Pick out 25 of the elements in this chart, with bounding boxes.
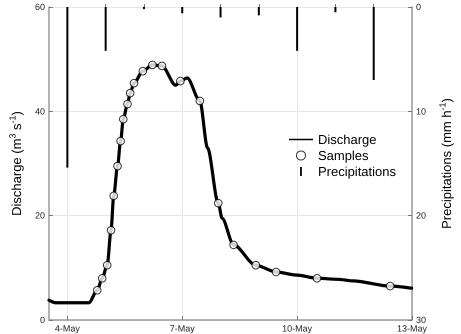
bar — [181, 7, 184, 14]
y2-tick-label: 10 — [416, 106, 426, 116]
legend-label: Discharge — [318, 132, 376, 147]
x-tick-label: 10-May — [282, 324, 313, 334]
bar — [296, 7, 298, 51]
bar — [258, 7, 260, 16]
bar — [220, 7, 222, 18]
y2-tick-label: 30 — [416, 315, 426, 325]
y2-tick-label: 20 — [416, 210, 426, 221]
bar — [104, 7, 107, 51]
legend-label: Samples — [318, 148, 370, 163]
bar — [372, 7, 375, 80]
y-tick-label: 60 — [34, 2, 45, 12]
y-tick-label: 0 — [40, 315, 45, 325]
x-tick-label: 13-May — [396, 324, 428, 334]
bar — [334, 7, 336, 12]
x-tick-label: 4-May — [54, 324, 80, 334]
y-tick-label: 20 — [34, 210, 45, 221]
bar — [66, 7, 68, 168]
y2-tick-label: 0 — [416, 2, 422, 12]
y2-axis-title: Precipitations (mm h-1) — [438, 98, 454, 229]
legend-label: Precipitations — [318, 164, 396, 179]
y-tick-label: 40 — [34, 106, 45, 116]
y-axis-title: Discharge (m3 s-1) — [8, 111, 24, 216]
x-tick-label: 7-May — [170, 324, 196, 334]
